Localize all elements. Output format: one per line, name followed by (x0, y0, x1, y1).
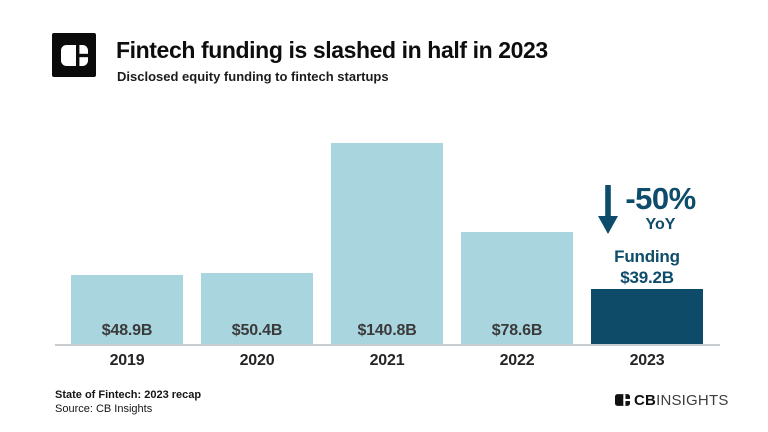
yoy-annotation: -50% YoY Funding $39.2B (582, 183, 712, 288)
bar-2022: $78.6B (461, 232, 573, 345)
funding-callout: Funding $39.2B (582, 247, 712, 288)
bar-2023 (591, 289, 703, 345)
funding-callout-value: $39.2B (620, 267, 674, 287)
bar-2019: $48.9B (71, 275, 183, 345)
brand-insights: INSIGHTS (656, 391, 729, 409)
x-tick-2022: 2022 (499, 352, 535, 369)
report-name: State of Fintech: 2023 recap (55, 389, 202, 401)
bar-2021: $140.8B (331, 143, 443, 345)
x-tick-2021: 2021 (369, 352, 405, 369)
brand-cb: CB (634, 391, 657, 409)
x-axis-labels: 2019 2020 2021 2022 2023 (55, 352, 720, 372)
bar-chart: $48.9B $50.4B $140.8B $78.6B -50% YoY Fundi… (55, 120, 720, 345)
pct-change-label: -50% (625, 181, 696, 216)
plot-area: $48.9B $50.4B $140.8B $78.6B (55, 120, 720, 345)
cbinsights-glyph-small-icon (615, 394, 630, 406)
yoy-label: YoY (645, 216, 676, 233)
yoy-change-text: -50% YoY (625, 181, 696, 233)
bar-value-label: $140.8B (357, 322, 417, 339)
cbinsights-logo-mark (52, 33, 96, 77)
cbinsights-glyph-icon (60, 44, 88, 66)
x-tick-2019: 2019 (109, 352, 145, 369)
yoy-change-row: -50% YoY (582, 183, 712, 234)
bar-value-label: $78.6B (491, 322, 543, 339)
source-line: Source: CB Insights (55, 402, 153, 415)
page-subtitle: Disclosed equity funding to fintech star… (117, 69, 389, 84)
funding-callout-label: Funding (614, 247, 680, 266)
x-tick-2023: 2023 (629, 352, 665, 369)
page-title: Fintech funding is slashed in half in 20… (116, 37, 548, 63)
bar-2020: $50.4B (201, 273, 313, 345)
x-axis-line (55, 344, 720, 346)
down-arrow-icon (598, 185, 619, 234)
bar-value-label: $48.9B (101, 322, 153, 339)
x-tick-2020: 2020 (239, 352, 275, 369)
bar-value-label: $50.4B (231, 322, 283, 339)
brand-text: CBINSIGHTS (634, 392, 729, 409)
footnote: State of Fintech: 2023 recap Source: CB … (55, 389, 201, 417)
cbinsights-wordmark: CBINSIGHTS (615, 392, 729, 409)
